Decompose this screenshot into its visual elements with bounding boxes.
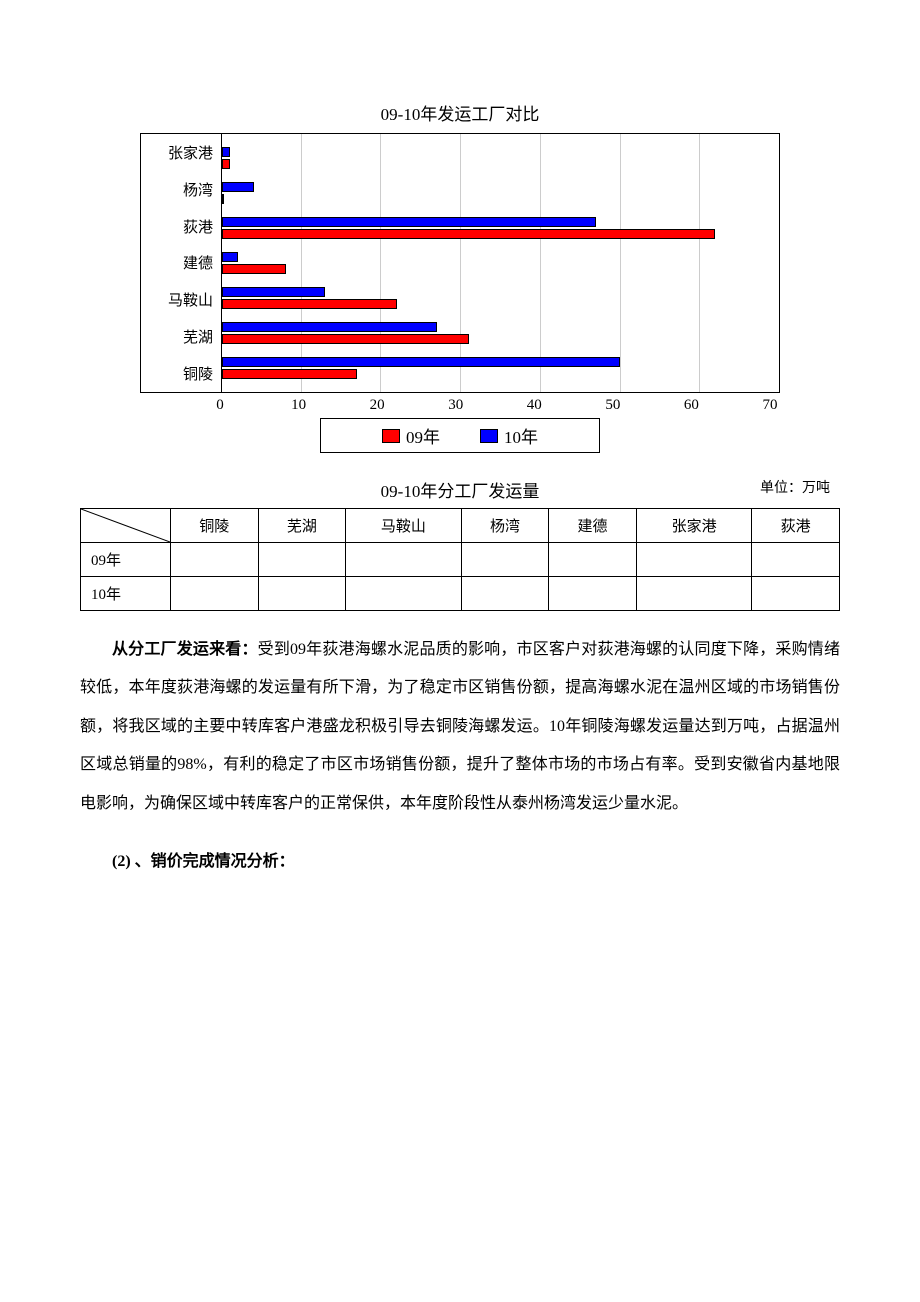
table-col-header: 建德 <box>549 509 637 543</box>
table-cell <box>258 577 346 611</box>
chart-xtick: 40 <box>524 397 544 414</box>
table-col-header: 荻港 <box>752 509 840 543</box>
table-cell <box>461 577 549 611</box>
table-cell <box>171 577 259 611</box>
chart-row <box>222 282 779 314</box>
table-col-header: 张家港 <box>636 509 752 543</box>
chart-legend: 09年 10年 <box>320 418 600 453</box>
table-col-header: 杨湾 <box>461 509 549 543</box>
body-paragraph: 从分工厂发运来看：受到09年荻港海螺水泥品质的影响，市区客户对荻港海螺的认同度下… <box>80 631 840 823</box>
table-row-label: 10年 <box>81 577 171 611</box>
table-head-row: 铜陵芜湖马鞍山杨湾建德张家港荻港 <box>81 509 840 543</box>
table-row: 09年 <box>81 543 840 577</box>
chart-row <box>222 247 779 279</box>
chart-bar <box>222 264 286 274</box>
legend-swatch <box>382 429 400 443</box>
legend-item: 09年 <box>382 423 440 448</box>
chart-row <box>222 212 779 244</box>
chart-xtick: 10 <box>289 397 309 414</box>
chart-ylabel: 马鞍山 <box>168 282 213 318</box>
table-corner-cell <box>81 509 171 543</box>
legend-label: 09年 <box>406 423 440 448</box>
table-cell <box>346 577 462 611</box>
table-cell <box>752 543 840 577</box>
table-col-header: 马鞍山 <box>346 509 462 543</box>
chart-ylabel: 张家港 <box>168 134 213 170</box>
data-table: 铜陵芜湖马鞍山杨湾建德张家港荻港 09年10年 <box>80 508 840 611</box>
chart-bars <box>221 134 779 392</box>
table-cell <box>461 543 549 577</box>
chart-bar <box>222 194 224 204</box>
chart-ylabel: 芜湖 <box>183 319 213 355</box>
chart-bar <box>222 159 230 169</box>
table-cell <box>258 543 346 577</box>
chart-xtick: 30 <box>446 397 466 414</box>
chart-xtick: 0 <box>210 397 230 414</box>
chart-row <box>222 317 779 349</box>
chart-bar <box>222 182 254 192</box>
chart-bar <box>222 147 230 157</box>
chart-plot: 张家港杨湾荻港建德马鞍山芜湖铜陵 <box>140 133 780 393</box>
table-unit: 单位：万吨 <box>760 477 830 497</box>
table-cell <box>636 543 752 577</box>
paragraph-body: 受到09年荻港海螺水泥品质的影响，市区客户对荻港海螺的认同度下降，采购情绪较低，… <box>80 641 840 812</box>
chart-bar <box>222 229 715 239</box>
table-cell <box>636 577 752 611</box>
chart-xtick: 60 <box>681 397 701 414</box>
chart-row <box>222 142 779 174</box>
table-col-header: 铜陵 <box>171 509 259 543</box>
legend-label: 10年 <box>504 423 538 448</box>
chart-xtick: 70 <box>760 397 780 414</box>
chart-bar <box>222 369 357 379</box>
chart-rows <box>222 134 779 392</box>
chart-bar <box>222 287 325 297</box>
table-title: 09-10年分工厂发运量 <box>381 477 540 502</box>
table-cell <box>752 577 840 611</box>
legend-swatch <box>480 429 498 443</box>
chart-ylabels: 张家港杨湾荻港建德马鞍山芜湖铜陵 <box>141 134 221 392</box>
table-row: 10年 <box>81 577 840 611</box>
chart-ylabel: 杨湾 <box>183 171 213 207</box>
chart-ylabel: 荻港 <box>183 208 213 244</box>
chart-row <box>222 177 779 209</box>
paragraph-lead: 从分工厂发运来看： <box>112 641 258 658</box>
table-cell <box>549 577 637 611</box>
table-body: 09年10年 <box>81 543 840 611</box>
legend-item: 10年 <box>480 423 538 448</box>
chart-ylabel: 铜陵 <box>183 355 213 391</box>
table-row-label: 09年 <box>81 543 171 577</box>
chart-xtick: 50 <box>603 397 623 414</box>
table-col-header: 芜湖 <box>258 509 346 543</box>
chart-ylabel: 建德 <box>183 245 213 281</box>
table-cell <box>346 543 462 577</box>
chart-container: 09-10年发运工厂对比 张家港杨湾荻港建德马鞍山芜湖铜陵 0 10 20 30 40 5… <box>140 100 780 453</box>
chart-bar <box>222 299 397 309</box>
chart-bar <box>222 322 437 332</box>
chart-title: 09-10年发运工厂对比 <box>140 100 780 125</box>
table-cell <box>171 543 259 577</box>
chart-bar <box>222 217 596 227</box>
section-2-heading: (2) 、销价完成情况分析： <box>80 843 840 881</box>
chart-row <box>222 352 779 384</box>
chart-xtick: 20 <box>367 397 387 414</box>
table-header-row: 09-10年分工厂发运量 单位：万吨 <box>80 477 840 502</box>
table-cell <box>549 543 637 577</box>
chart-xaxis: 010203040506070 <box>220 393 780 414</box>
chart-bar <box>222 334 469 344</box>
chart-bar <box>222 252 238 262</box>
chart-bar <box>222 357 620 367</box>
